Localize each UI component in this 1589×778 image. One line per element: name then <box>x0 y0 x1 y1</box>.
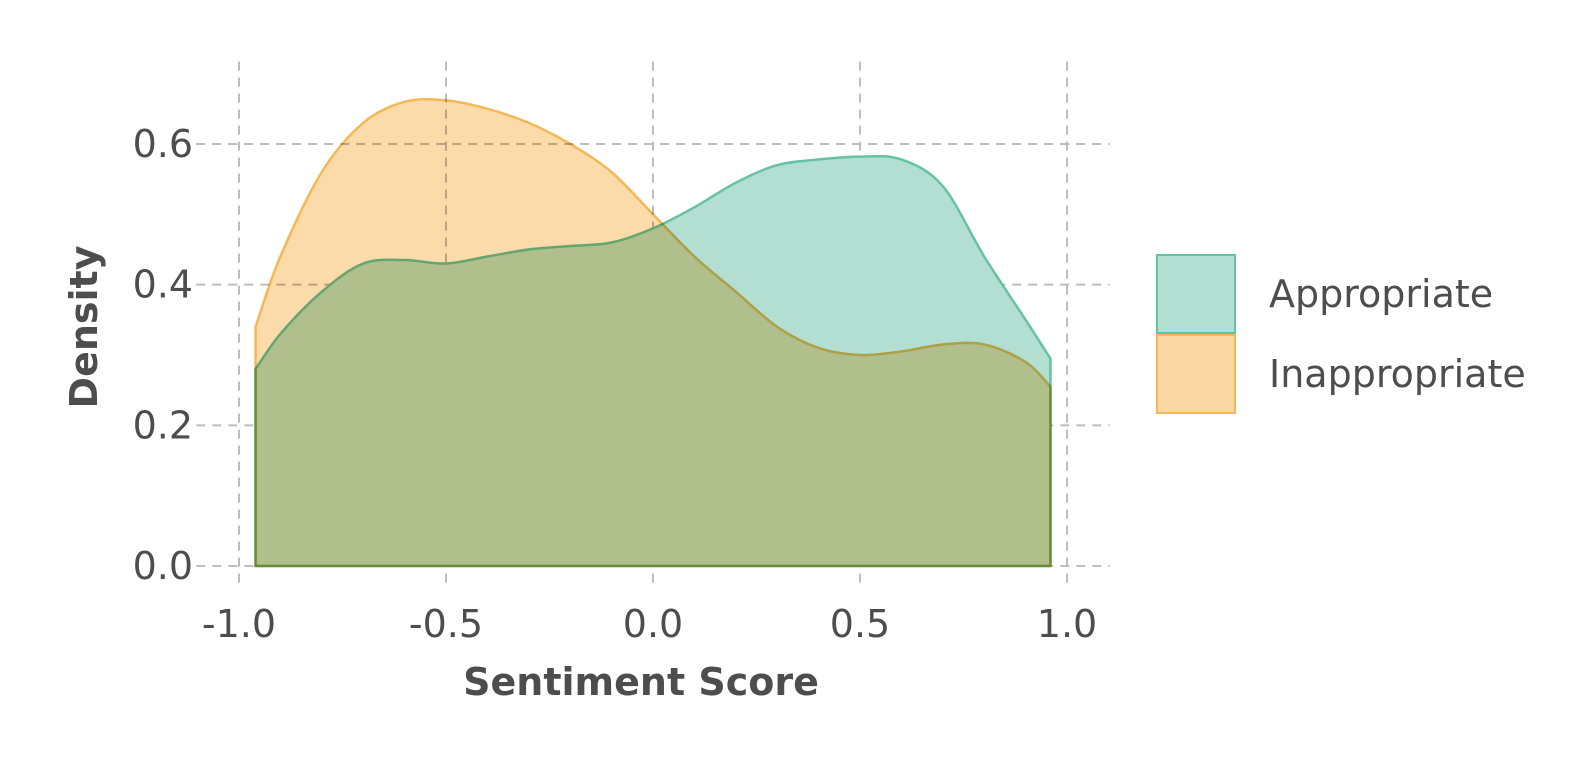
y-tick-label: 0.4 <box>133 263 193 307</box>
series-areas <box>254 98 1052 568</box>
x-tick-label: 0.0 <box>623 602 683 646</box>
area-inappropriate <box>254 98 1052 568</box>
legend-swatch-inappropriate <box>1156 334 1236 414</box>
x-tick-label: -0.5 <box>409 602 483 646</box>
legend-swatch-appropriate <box>1156 254 1236 334</box>
y-tick-label: 0.2 <box>133 403 193 447</box>
x-axis-ticks: -1.0 -0.5 0.0 0.5 1.0 <box>202 602 1097 646</box>
legend-label-appropriate: Appropriate <box>1269 272 1493 316</box>
legend-label-inappropriate: Inappropriate <box>1269 352 1526 396</box>
x-tick-label: 1.0 <box>1037 602 1097 646</box>
x-tick-label: 0.5 <box>830 602 890 646</box>
x-axis-title: Sentiment Score <box>463 660 819 704</box>
x-tick-label: -1.0 <box>202 602 276 646</box>
y-tick-label: 0.0 <box>133 544 193 588</box>
y-axis-ticks: 0.0 0.2 0.4 0.6 <box>133 122 193 588</box>
y-tick-label: 0.6 <box>133 122 193 166</box>
y-axis-title: Density <box>62 245 106 408</box>
legend: Appropriate Inappropriate <box>1156 254 1526 414</box>
